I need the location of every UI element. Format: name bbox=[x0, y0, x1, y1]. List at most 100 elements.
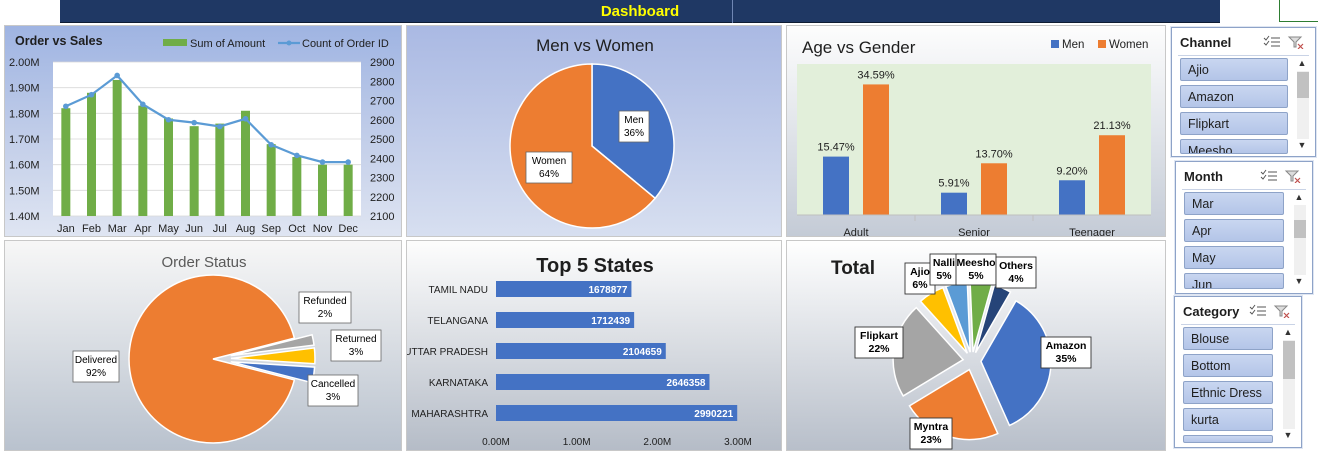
ovs-orders-point-jul bbox=[217, 123, 223, 130]
total-panel: Total Amazon 35% Myntra 23% Flipkart 22% Ajio 6%… bbox=[786, 240, 1166, 451]
tot-others-name: Others bbox=[999, 260, 1033, 272]
t5-category-tamil-nadu: TAMIL NADU bbox=[429, 285, 488, 296]
ovs-right-tick: 2300 bbox=[370, 173, 394, 185]
slicer-item-flipkart[interactable]: Flipkart bbox=[1180, 112, 1288, 135]
scroll-down-icon[interactable]: ▼ bbox=[1297, 140, 1307, 150]
tot-meesho-name: Meesho bbox=[956, 257, 995, 269]
slicer-item-bottom[interactable]: Bottom bbox=[1183, 354, 1273, 377]
channel-scrollbar[interactable]: ▲ ▼ bbox=[1295, 58, 1309, 152]
tot-amazon-pct: 35% bbox=[1055, 353, 1077, 365]
category-slicer[interactable]: Category Blouse Bottom Ethnic Dress kurt… bbox=[1174, 296, 1302, 448]
month-scrollbar[interactable]: ▲ ▼ bbox=[1292, 192, 1306, 288]
ovs-right-tick: 2500 bbox=[370, 134, 394, 146]
tot-myntra-callout bbox=[909, 417, 953, 450]
slicer-item-mar[interactable]: Mar bbox=[1184, 192, 1284, 215]
slicer-item-blouse[interactable]: Blouse bbox=[1183, 327, 1273, 350]
category-slicer-title: Category bbox=[1183, 304, 1240, 319]
ag-title: Age vs Gender bbox=[802, 38, 916, 57]
ovs-xtick-may: May bbox=[158, 223, 179, 235]
slicer-item-partial[interactable] bbox=[1183, 435, 1273, 443]
os-slice-group-returned bbox=[230, 347, 316, 365]
clear-filter-icon[interactable] bbox=[1287, 35, 1305, 50]
dashboard-header: Dashboard bbox=[60, 0, 1220, 23]
ag-xtick-senior: Senior bbox=[958, 227, 990, 237]
slicer-item-may[interactable]: May bbox=[1184, 246, 1284, 269]
ovs-orders-point-jan bbox=[63, 103, 69, 110]
men-vs-women-panel: Men vs Women Men 36% Women 64% bbox=[406, 25, 782, 237]
multi-select-icon[interactable] bbox=[1263, 35, 1281, 49]
t5-xtick: 0.00M bbox=[482, 437, 510, 448]
ovs-right-tick: 2400 bbox=[370, 153, 394, 165]
ovs-xtick-apr: Apr bbox=[134, 223, 151, 235]
ovs-orders-point-feb bbox=[88, 91, 95, 98]
ovs-xtick-jun: Jun bbox=[185, 223, 203, 235]
os-refunded-label-1: 2% bbox=[318, 309, 333, 320]
t5-title: Top 5 States bbox=[536, 255, 653, 277]
scroll-thumb[interactable] bbox=[1297, 72, 1309, 98]
header-divider bbox=[732, 0, 733, 23]
ovs-bar-mar bbox=[112, 79, 122, 216]
clear-filter-icon[interactable] bbox=[1284, 169, 1302, 184]
slicer-item-kurta[interactable]: kurta bbox=[1183, 408, 1273, 431]
scroll-up-icon[interactable]: ▲ bbox=[1297, 58, 1307, 68]
ovs-orders-point-may bbox=[165, 116, 172, 123]
slicer-item-ethnic-dress[interactable]: Ethnic Dress bbox=[1183, 381, 1273, 404]
channel-slicer[interactable]: Channel Ajio Amazon Flipkart Meesho ▲ ▼ bbox=[1171, 27, 1316, 157]
ovs-bar-sep bbox=[266, 144, 276, 216]
legend-label-women: Women bbox=[1109, 39, 1148, 51]
tot-ajio-pct: 6% bbox=[912, 279, 928, 291]
scroll-thumb[interactable] bbox=[1294, 220, 1306, 238]
os-refunded-callout bbox=[298, 291, 352, 324]
scroll-up-icon[interactable]: ▲ bbox=[1294, 192, 1304, 202]
t5-category-uttar-pradesh: UTTAR PRADESH bbox=[407, 347, 488, 358]
scroll-down-icon[interactable]: ▼ bbox=[1294, 276, 1304, 286]
tot-nalli-callout bbox=[929, 253, 959, 286]
ovs-orders-point-nov bbox=[319, 159, 326, 165]
ovs-bar-dec bbox=[343, 164, 353, 216]
ovs-xtick-mar: Mar bbox=[108, 223, 127, 235]
slicer-item-apr[interactable]: Apr bbox=[1184, 219, 1284, 242]
ag-label-senior-women: 13.70% bbox=[975, 148, 1013, 160]
tot-others-callout bbox=[995, 256, 1037, 289]
scroll-up-icon[interactable]: ▲ bbox=[1283, 327, 1293, 337]
tot-title: Total bbox=[831, 258, 875, 279]
multi-select-icon[interactable] bbox=[1249, 304, 1267, 318]
ovs-left-tick: 1.40M bbox=[9, 211, 40, 223]
clear-filter-icon[interactable] bbox=[1273, 304, 1291, 319]
ag-bar-adult-women bbox=[863, 84, 889, 215]
os-title: Order Status bbox=[161, 254, 246, 271]
ovs-orders-point-dec bbox=[345, 159, 351, 165]
scroll-down-icon[interactable]: ▼ bbox=[1283, 430, 1293, 440]
legend-label-men: Men bbox=[1062, 39, 1084, 51]
os-slice-group-refunded bbox=[230, 333, 315, 357]
multi-select-icon[interactable] bbox=[1260, 169, 1278, 183]
os-slice-returned bbox=[230, 347, 316, 365]
ovs-xtick-dec: Dec bbox=[338, 223, 358, 235]
mw-title: Men vs Women bbox=[536, 36, 654, 55]
t5-category-maharashtra: MAHARASHTRA bbox=[411, 409, 488, 420]
category-scrollbar[interactable]: ▲ ▼ bbox=[1281, 327, 1295, 442]
slicer-item-meesho[interactable]: Meesho bbox=[1180, 139, 1288, 154]
os-slice-group-delivered bbox=[128, 274, 296, 444]
ovs-left-tick: 1.90M bbox=[9, 83, 40, 95]
tot-flipkart-callout bbox=[854, 326, 904, 359]
ovs-xtick-jul: Jul bbox=[213, 223, 227, 235]
slicer-item-jun[interactable]: Jun bbox=[1184, 273, 1284, 289]
mw-slice-women bbox=[509, 63, 657, 229]
ovs-bar-jul bbox=[215, 123, 225, 216]
ag-bar-teenager-women bbox=[1099, 135, 1125, 215]
month-slicer[interactable]: Month Mar Apr May Jun ▲ ▼ bbox=[1175, 161, 1313, 294]
tot-amazon-callout bbox=[1040, 336, 1092, 369]
ovs-right-tick: 2800 bbox=[370, 76, 394, 88]
ovs-left-tick: 1.50M bbox=[9, 185, 40, 197]
tot-amazon-name: Amazon bbox=[1046, 340, 1087, 352]
mw-women-label-1: 64% bbox=[539, 169, 559, 180]
age-vs-gender-chart: Age vs Gender Men Women 15.47% 34.59% Adult 5.… bbox=[797, 38, 1151, 237]
tot-nalli-name: Nalli bbox=[933, 257, 955, 269]
ovs-bar-aug bbox=[241, 110, 250, 216]
scroll-thumb[interactable] bbox=[1283, 341, 1295, 379]
slicer-item-amazon[interactable]: Amazon bbox=[1180, 85, 1288, 108]
ovs-xtick-jan: Jan bbox=[57, 223, 75, 235]
slicer-item-ajio[interactable]: Ajio bbox=[1180, 58, 1288, 81]
t5-value-uttar-pradesh: 2104659 bbox=[623, 347, 662, 358]
